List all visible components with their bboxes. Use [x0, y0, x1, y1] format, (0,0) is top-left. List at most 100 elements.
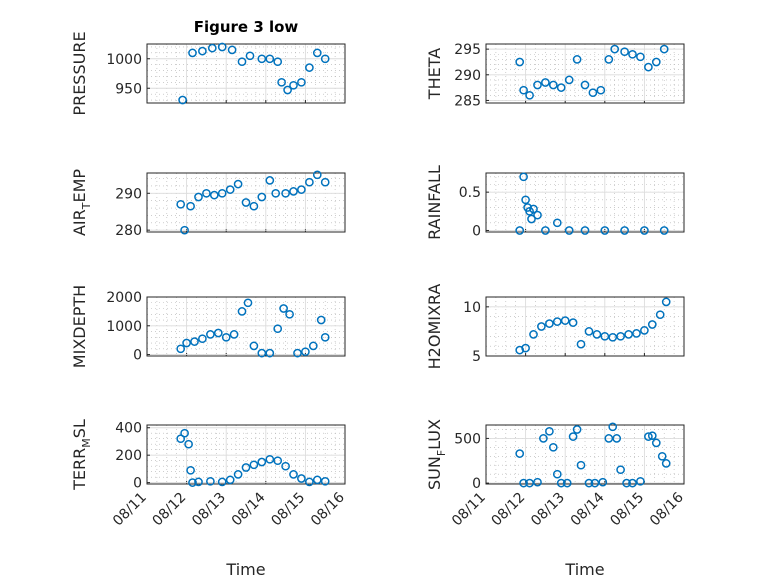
data-point [568, 432, 578, 441]
data-point [182, 338, 191, 348]
data-point [521, 343, 530, 353]
data-point [176, 199, 186, 209]
data-point [584, 478, 594, 488]
x-tick-label: 08/12 [489, 490, 529, 530]
data-point [525, 90, 534, 100]
data-point [651, 438, 661, 448]
data-point [541, 78, 550, 87]
data-point [180, 225, 189, 235]
data-point [588, 88, 598, 98]
data-point [297, 185, 306, 194]
data-point [628, 478, 637, 488]
data-point [312, 48, 322, 58]
data-point [552, 317, 562, 326]
y-tick-label: 295 [454, 42, 481, 58]
data-point [556, 478, 566, 488]
data-point [572, 55, 582, 64]
data-point [515, 57, 525, 67]
data-point [312, 475, 322, 485]
subplot-rainfall: 0 0.5 RAINFALL [425, 165, 685, 240]
data-point [576, 339, 586, 349]
data-point [320, 54, 330, 64]
y-tick-label: 1000 [106, 52, 142, 68]
data-point [620, 47, 629, 57]
data-point [600, 226, 610, 235]
data-point [320, 332, 330, 342]
data-point [257, 192, 267, 202]
data-point [568, 318, 578, 327]
plot-area [146, 172, 346, 233]
data-point [265, 454, 275, 464]
data-point [293, 348, 302, 358]
subplot-theta: 285 290 295 THETA [425, 42, 685, 109]
data-point [217, 42, 227, 52]
y-axis-label: TERRMSL [70, 419, 93, 491]
data-point [297, 77, 306, 87]
data-point [576, 460, 586, 470]
data-point [243, 298, 253, 308]
data-point [233, 179, 243, 189]
axes-box [485, 172, 685, 233]
y-axis-label: MIXDEPTH [70, 285, 89, 368]
data-point [592, 330, 602, 339]
data-point [640, 326, 649, 335]
data-point [632, 329, 641, 338]
subplot-air-temp: 280 290 AIRTEMP [70, 169, 346, 239]
y-tick-label: 10 [463, 300, 481, 316]
data-point [273, 456, 283, 466]
data-point [312, 170, 322, 180]
data-point [206, 330, 215, 339]
data-point [186, 465, 195, 475]
data-point [188, 48, 197, 58]
subplot-h2omixra: 5 10 H2OMIXRA [425, 284, 685, 369]
data-point [657, 451, 667, 461]
x-tick-label: 08/15 [268, 490, 308, 530]
data-point [533, 477, 542, 487]
data-point [580, 226, 590, 235]
data-point [529, 204, 538, 214]
data-point [620, 226, 629, 235]
y-axis-label: AIRTEMP [70, 169, 93, 236]
data-point [308, 341, 318, 351]
data-point [198, 334, 207, 344]
data-point [564, 75, 574, 85]
x-axis-label: Time [225, 560, 265, 579]
data-point [221, 332, 231, 342]
y-tick-label: 200 [115, 448, 142, 464]
data-point [556, 83, 566, 92]
data-point [655, 310, 665, 320]
data-point [271, 188, 281, 198]
data-point [194, 477, 203, 487]
data-point [249, 341, 259, 351]
data-point [289, 80, 298, 90]
data-point [560, 316, 570, 325]
x-tick-label: 08/14 [229, 489, 269, 529]
data-point [636, 476, 645, 486]
data-point [289, 187, 298, 196]
y-tick-label: 0 [472, 476, 481, 492]
data-point [281, 188, 290, 198]
data-point [533, 80, 542, 90]
data-point [580, 80, 590, 90]
data-point [245, 51, 255, 61]
y-tick-label: 290 [454, 68, 481, 84]
data-point [190, 337, 199, 346]
y-axis-label: SUNFLUX [425, 419, 448, 490]
data-point [297, 474, 306, 483]
data-point [213, 328, 223, 338]
data-point [279, 304, 288, 313]
data-point [273, 324, 283, 334]
data-point [202, 188, 211, 198]
data-point [283, 85, 292, 95]
data-point [515, 226, 525, 235]
x-tick-label: 08/11 [110, 490, 150, 530]
data-point [644, 432, 653, 441]
axes-box [146, 296, 346, 357]
data-point [527, 214, 536, 224]
y-tick-label: 285 [454, 93, 481, 109]
x-tick-label: 08/12 [150, 490, 190, 530]
data-point [529, 330, 538, 339]
data-point [628, 49, 637, 59]
data-point [624, 330, 633, 339]
data-point [277, 77, 286, 87]
